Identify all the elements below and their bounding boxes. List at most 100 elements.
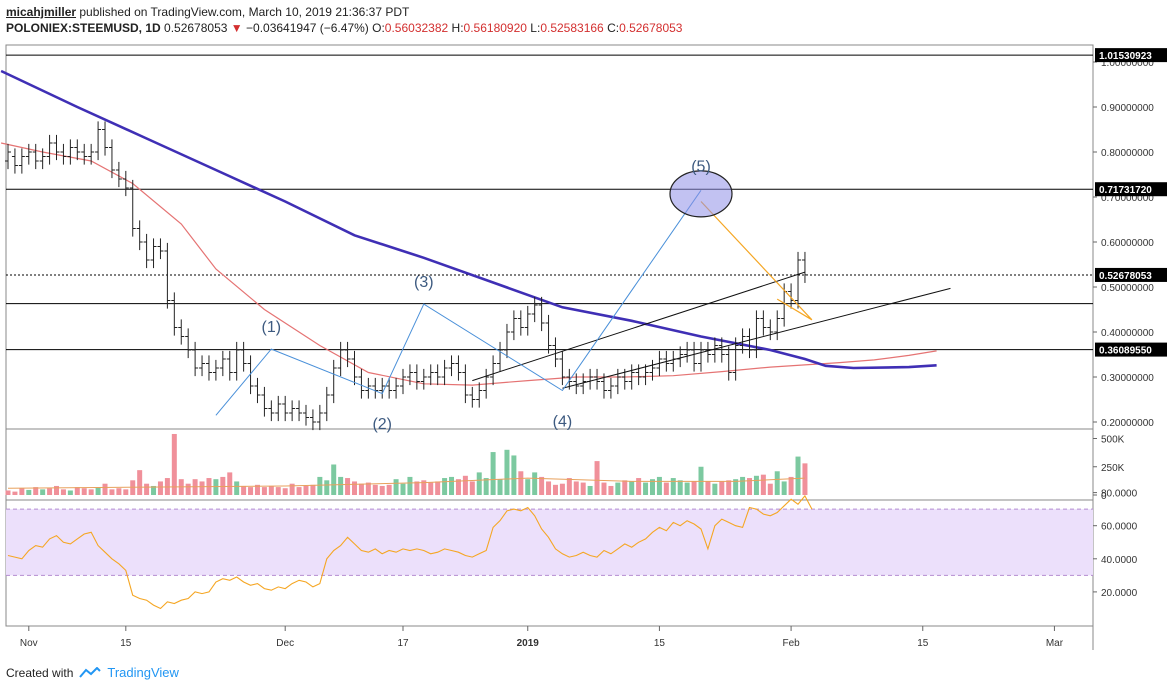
volume-bar (795, 456, 801, 495)
ohlc-bar (219, 350, 226, 377)
volume-bar (95, 487, 101, 495)
ohlc-bar (469, 386, 476, 408)
ohlc-bar (178, 319, 185, 345)
price-badge (1095, 267, 1167, 282)
ohlc-bar (503, 323, 510, 359)
time-tick-label: Dec (276, 638, 294, 649)
volume-bar (151, 485, 157, 495)
volume-bar (400, 483, 406, 495)
ohlc-bar (358, 368, 365, 399)
ohlc-bar (192, 341, 199, 377)
ohlc-bar (462, 364, 469, 404)
volume-bar (248, 487, 254, 495)
price-change: −0.03641947 (−6.47%) (246, 21, 369, 35)
ohlc-bar (95, 121, 102, 161)
ohlc-bar (74, 139, 81, 161)
volume-bar (518, 471, 524, 495)
projection-path (700, 201, 813, 321)
volume-bar (421, 480, 427, 495)
open-value: 0.56032382 (384, 21, 449, 35)
price-badge-label: 0.71731720 (1099, 185, 1152, 196)
chart-header: micahjmiller published on TradingView.co… (6, 4, 682, 36)
volume-bar (781, 481, 787, 495)
ohlc-bar (205, 355, 212, 381)
ohlc-bar (46, 134, 53, 165)
ohlc-bar (39, 148, 46, 170)
volume-bar (691, 481, 697, 495)
ohlc-bar (517, 310, 524, 336)
ohlc-bar (427, 364, 434, 386)
time-tick-label: 15 (120, 638, 132, 649)
volume-bar (88, 489, 94, 495)
volume-bar (338, 476, 344, 495)
ohlc-bar (25, 143, 32, 165)
volume-bar (504, 449, 510, 495)
ohlc-bar (649, 359, 656, 381)
price-tick-label: 1.00000000 (1101, 58, 1154, 69)
ohlc-bar (760, 310, 767, 336)
volume-bar (580, 482, 586, 495)
ohlc-bar (718, 337, 725, 363)
low-label: L: (530, 21, 541, 35)
ohlc-bar (497, 341, 504, 372)
volume-bar (74, 487, 80, 495)
volume-bar (372, 484, 378, 495)
wave-label: (2) (372, 416, 392, 433)
ohlc-bar (684, 341, 691, 363)
tradingview-brand[interactable]: TradingView (107, 665, 179, 680)
volume-bar (719, 481, 725, 495)
ohlc-bar (337, 341, 344, 377)
ohlc-bar (102, 121, 109, 156)
volume-bar (268, 485, 274, 495)
volume-bar (407, 476, 413, 495)
ohlc-bar (559, 350, 566, 386)
volume-bar (573, 481, 579, 495)
volume-bar (47, 488, 53, 495)
tradingview-logo-icon (79, 666, 102, 678)
ohlc-bar (296, 400, 303, 422)
ohlc-bar (510, 310, 517, 341)
volume-bar (275, 487, 281, 495)
volume-bar (476, 472, 482, 495)
volume-bar (241, 485, 247, 495)
price-tick-label: 0.40000000 (1101, 328, 1154, 339)
volume-bar (345, 478, 351, 495)
volume-bar (663, 482, 669, 495)
ohlc-bar (795, 251, 802, 309)
price-badge (1095, 48, 1167, 63)
created-with-label: Created with (6, 665, 74, 680)
volume-bar (234, 481, 240, 495)
footer: Created with TradingView (6, 665, 179, 680)
volume-bar (552, 484, 558, 495)
ohlc-bar (746, 328, 753, 359)
ohlc-bar (247, 355, 254, 395)
volume-bar (352, 481, 357, 495)
volume-bar (5, 490, 11, 495)
volume-bar (726, 480, 732, 495)
ohlc-bar (531, 296, 538, 323)
volume-bar (54, 485, 60, 495)
volume-bar (546, 481, 552, 495)
time-tick-label: 17 (397, 638, 409, 649)
ohlc-bar (282, 395, 289, 422)
high-value: 0.56180920 (463, 21, 527, 35)
ohlc-bar (32, 143, 39, 170)
author-link[interactable]: micahjmiller (6, 5, 77, 19)
volume-bar (123, 489, 129, 495)
price-badge (1095, 182, 1167, 197)
volume-ma-line (7, 477, 805, 489)
volume-bar (511, 455, 517, 495)
ohlc-bar (289, 400, 296, 422)
volume-bar (67, 490, 73, 495)
rsi-tick-label: 20.0000 (1101, 588, 1138, 599)
ohlc-bar (309, 409, 316, 431)
ohlc-bar (774, 310, 781, 341)
ohlc-bar (725, 346, 732, 381)
rsi-band (6, 509, 1093, 576)
volume-bar (684, 482, 690, 495)
volume-bar (220, 476, 226, 495)
volume-bar (497, 479, 503, 495)
price-tick-label: 0.30000000 (1101, 373, 1154, 384)
volume-tick-label: 500K (1101, 435, 1125, 446)
